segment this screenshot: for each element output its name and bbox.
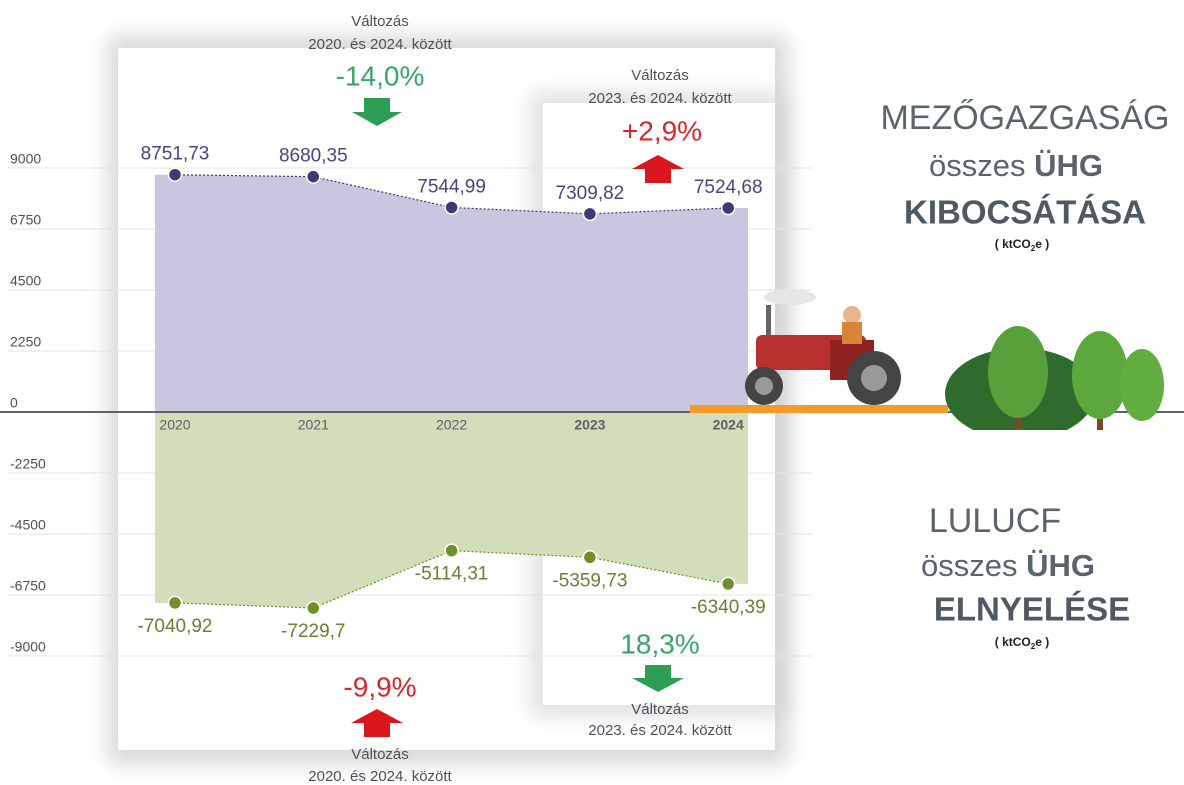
change-value: +2,9% <box>622 115 702 146</box>
title-part: összes <box>921 548 1017 583</box>
change-label: Változás <box>631 701 689 718</box>
data-point <box>169 168 182 181</box>
y-tick-label: 0 <box>10 395 18 411</box>
title-part: összes <box>929 148 1025 183</box>
change-value: -9,9% <box>343 671 416 702</box>
data-point <box>722 577 735 590</box>
y-tick-label: -9000 <box>10 639 46 655</box>
change-label: Változás <box>631 67 689 84</box>
y-tick-label: 6750 <box>10 212 41 228</box>
y-tick-label: 9000 <box>10 151 41 167</box>
data-point <box>583 207 596 220</box>
data-point <box>307 602 320 615</box>
change-value: 18,3% <box>620 628 699 659</box>
data-point <box>169 596 182 609</box>
value-label: -5114,31 <box>415 564 489 585</box>
value-label: 7544,99 <box>417 176 486 197</box>
title-line: ELNYELÉSE <box>934 591 1130 628</box>
unit-part: ( ktCO <box>995 635 1031 649</box>
change-period: 2020. és 2024. között <box>308 768 452 785</box>
title-line: összes ÜHG <box>929 148 1103 183</box>
unit-part: e ) <box>1035 635 1049 649</box>
change-label: Változás <box>351 746 409 763</box>
unit: ( ktCO2e ) <box>995 635 1049 651</box>
data-point <box>307 170 320 183</box>
value-label: 8751,73 <box>141 144 210 165</box>
x-tick-label: 2022 <box>436 417 467 433</box>
value-label: -7040,92 <box>137 616 212 637</box>
change-value: -14,0% <box>336 60 425 91</box>
value-label: 7524,68 <box>694 177 763 198</box>
value-label: -5359,73 <box>552 570 627 591</box>
change-period: 2023. és 2024. között <box>588 722 732 739</box>
unit: ( ktCO2e ) <box>995 237 1049 253</box>
data-point <box>722 201 735 214</box>
y-tick-label: 4500 <box>10 273 41 289</box>
title-line: LULUCF <box>929 502 1061 540</box>
unit-part: e ) <box>1035 237 1049 251</box>
x-tick-label: 2024 <box>713 417 744 433</box>
x-tick-label: 2020 <box>159 417 190 433</box>
y-tick-label: -4500 <box>10 517 46 533</box>
y-tick-label: -2250 <box>10 456 46 472</box>
title-line: összes ÜHG <box>921 548 1095 583</box>
change-period: 2020. és 2024. között <box>308 36 452 53</box>
unit-part: ( ktCO <box>995 237 1031 251</box>
data-point <box>583 551 596 564</box>
data-point <box>445 201 458 214</box>
title-part: ÜHG <box>1034 148 1103 183</box>
value-label: 8680,35 <box>279 146 348 167</box>
data-point <box>445 544 458 557</box>
value-label: -7229,7 <box>281 621 345 642</box>
trees-illustration <box>943 326 1164 440</box>
value-label: -6340,39 <box>691 597 766 618</box>
x-tick-label: 2021 <box>298 417 329 433</box>
title-part: ÜHG <box>1026 548 1095 583</box>
y-tick-label: 2250 <box>10 334 41 350</box>
change-label: Változás <box>351 13 409 30</box>
change-period: 2023. és 2024. között <box>588 90 732 107</box>
value-label: 7309,82 <box>556 183 625 204</box>
x-tick-label: 2023 <box>574 417 605 433</box>
title-line: KIBOCSÁTÁSA <box>904 194 1146 231</box>
y-tick-label: -6750 <box>10 578 46 594</box>
title-line: MEZŐGAZGASÁG <box>880 99 1169 137</box>
infographic: 9000 6750 4500 2250 0 -2250 -4500 -6750 -9000 202… <box>0 0 1184 785</box>
